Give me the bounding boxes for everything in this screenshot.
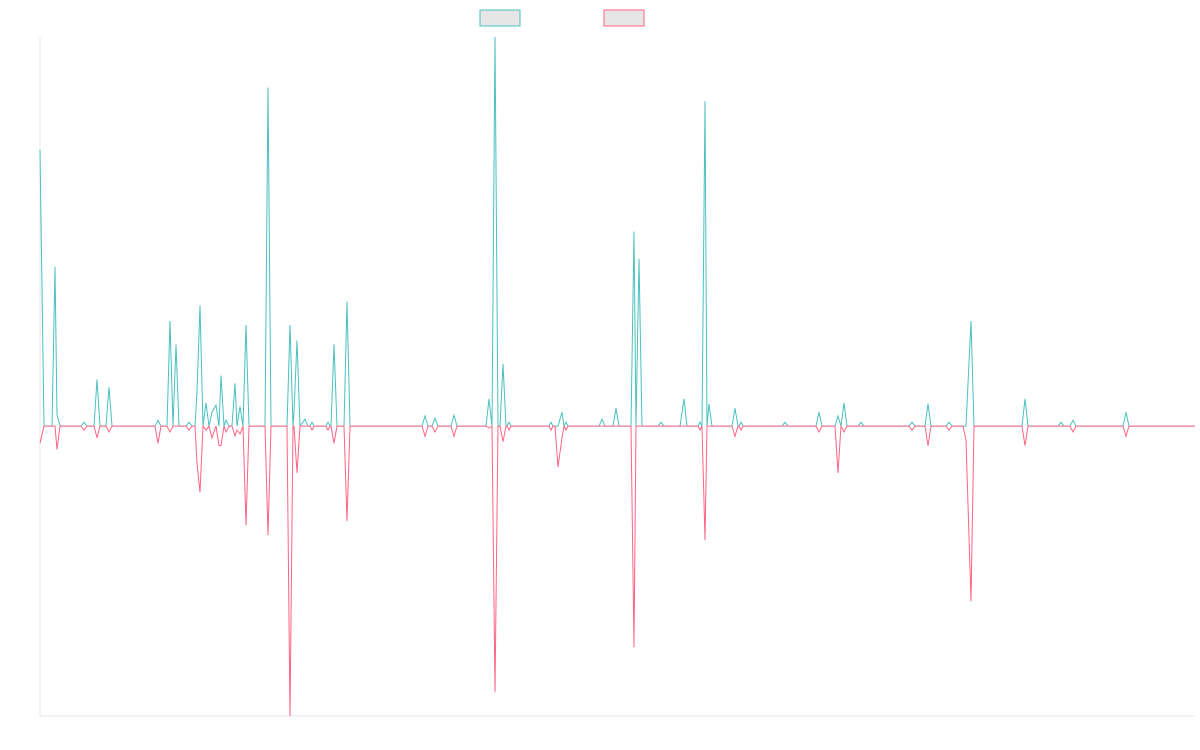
series-line xyxy=(39,424,1195,717)
legend-swatch xyxy=(479,9,521,27)
legend-swatch xyxy=(603,9,645,27)
series-line xyxy=(39,36,1195,428)
